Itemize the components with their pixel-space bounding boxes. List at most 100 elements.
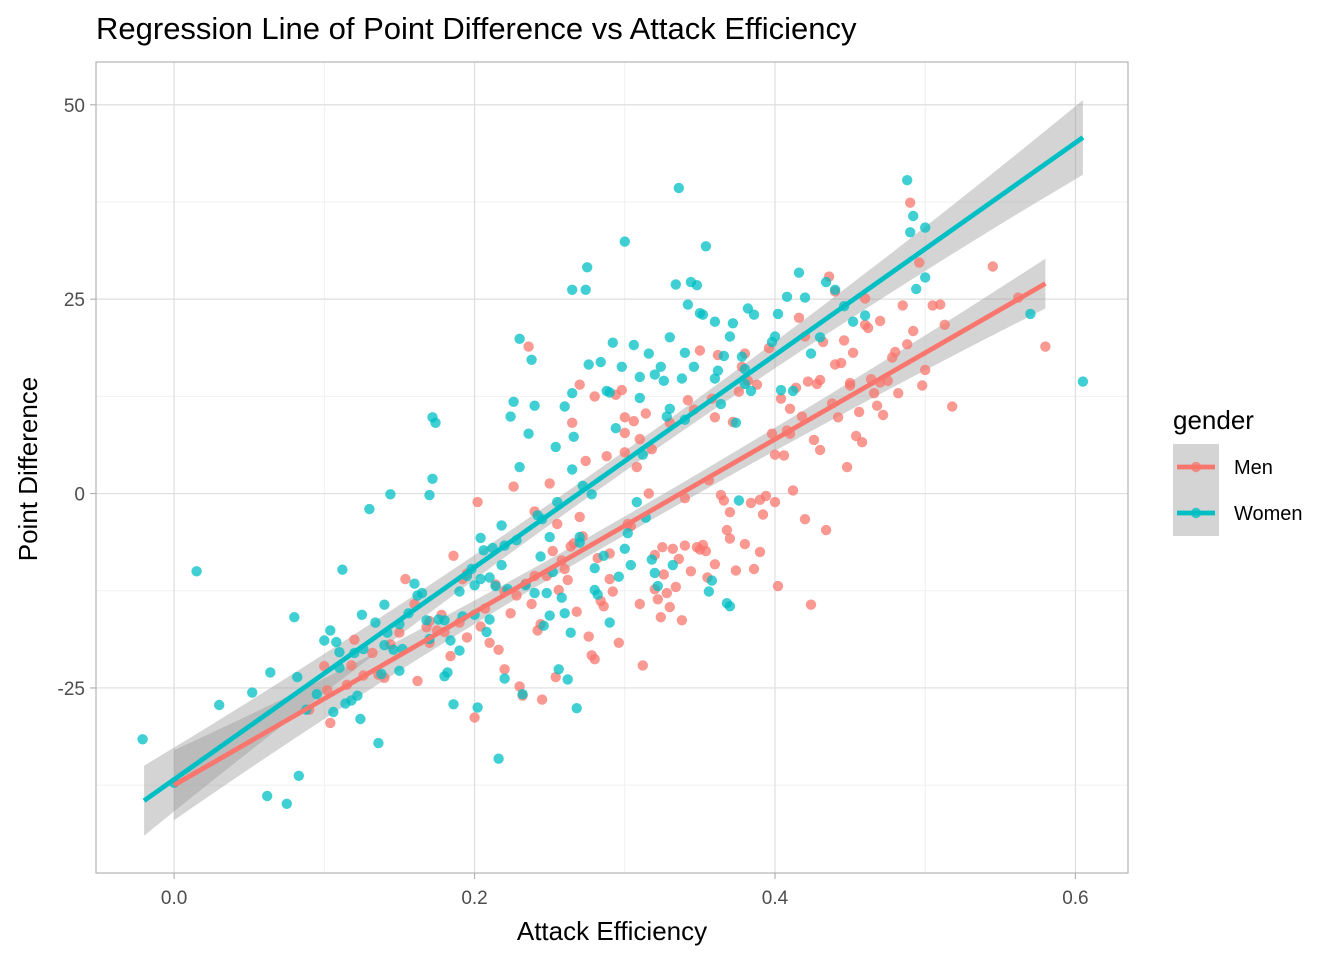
data-point-men: [745, 497, 757, 509]
data-point-women: [646, 554, 657, 565]
data-point-women: [691, 280, 703, 291]
data-point-women: [661, 411, 672, 422]
data-point-men: [793, 312, 805, 323]
data-point-men: [469, 712, 480, 723]
data-point-women: [902, 175, 913, 186]
data-point-women: [619, 236, 630, 247]
data-point-women: [724, 601, 736, 612]
legend-label: Women: [1234, 503, 1303, 525]
data-point-men: [616, 384, 627, 396]
data-point-women: [352, 690, 363, 701]
data-point-men: [987, 261, 998, 272]
y-tick-label: 50: [64, 96, 85, 117]
data-point-men: [947, 401, 958, 412]
data-point-men: [778, 450, 790, 461]
x-axis-ticks: 0.0 0.2 0.4 0.6: [161, 873, 1089, 909]
data-point-women: [586, 489, 597, 500]
data-point-men: [619, 427, 630, 439]
data-point-women: [514, 333, 525, 344]
data-point-women: [679, 347, 691, 358]
data-point-women: [559, 401, 570, 412]
data-point-women: [508, 396, 519, 407]
data-point-women: [292, 671, 303, 683]
data-point-women: [781, 291, 793, 302]
data-point-men: [448, 550, 459, 561]
data-point-women: [667, 559, 678, 571]
data-point-men: [739, 538, 751, 550]
data-point-women: [334, 647, 345, 658]
data-point-men: [694, 345, 706, 356]
data-point-men: [757, 509, 769, 520]
data-point-women: [745, 385, 757, 397]
data-point-women: [475, 532, 486, 544]
data-point-men: [841, 461, 853, 473]
data-point-men: [552, 518, 563, 530]
data-point-men: [859, 319, 871, 330]
data-point-men: [868, 388, 880, 399]
data-point-women: [484, 614, 495, 625]
data-point-women: [598, 550, 609, 561]
plot-panel-border: [95, 61, 1129, 874]
data-point-men: [754, 494, 766, 505]
data-point-women: [658, 375, 669, 386]
data-point-men: [661, 587, 672, 599]
data-point-women: [356, 609, 368, 620]
data-point-men: [927, 300, 938, 311]
data-point-women: [589, 563, 600, 574]
legend-key-point: [1190, 507, 1202, 519]
data-point-men: [526, 598, 537, 610]
data-point-women: [622, 528, 633, 539]
data-point-women: [247, 687, 258, 698]
data-point-women: [772, 308, 784, 320]
data-point-women: [703, 586, 715, 597]
data-point-men: [505, 608, 516, 619]
data-point-women: [634, 392, 645, 404]
data-point-women: [478, 545, 489, 556]
data-point-women: [712, 365, 724, 376]
data-point-women: [496, 559, 507, 571]
data-point-men: [589, 391, 600, 402]
data-point-men: [544, 478, 555, 489]
data-point-women: [664, 332, 675, 343]
data-point-men: [400, 573, 411, 585]
data-point-men: [784, 403, 796, 414]
data-point-women: [454, 645, 465, 656]
data-point-women: [700, 241, 712, 252]
data-point-women: [526, 354, 537, 365]
data-point-women: [355, 713, 366, 725]
data-point-men: [676, 615, 688, 626]
data-point-men: [461, 632, 473, 643]
data-point-women: [454, 586, 465, 597]
major-gridlines: [96, 62, 1128, 873]
data-point-women: [529, 587, 540, 599]
data-point-women: [565, 627, 576, 638]
data-point-men: [721, 524, 733, 536]
data-point-women: [427, 473, 438, 484]
data-point-women: [748, 309, 760, 320]
data-point-women: [490, 580, 501, 592]
data-point-women: [538, 620, 549, 631]
data-point-women: [421, 615, 432, 626]
data-point-women: [571, 703, 582, 714]
data-point-women: [475, 573, 486, 585]
x-axis-title: Attack Efficiency: [517, 916, 707, 946]
data-point-men: [508, 481, 519, 492]
data-point-men: [939, 319, 950, 330]
data-point-women: [523, 428, 534, 439]
data-point-women: [920, 272, 931, 283]
data-point-men: [657, 542, 668, 553]
data-point-women: [673, 182, 684, 194]
data-point-women: [137, 734, 148, 745]
data-point-women: [385, 489, 396, 500]
legend-title: gender: [1173, 405, 1254, 435]
data-point-women: [625, 559, 636, 571]
data-point-women: [670, 279, 681, 290]
data-point-men: [724, 533, 736, 544]
data-point-women: [799, 292, 811, 303]
data-point-women: [484, 572, 495, 583]
data-point-men: [670, 581, 681, 593]
y-tick-label: -25: [58, 679, 85, 700]
data-point-men: [766, 428, 778, 439]
confidence-band-men: [174, 258, 1046, 821]
data-point-women: [388, 644, 399, 655]
